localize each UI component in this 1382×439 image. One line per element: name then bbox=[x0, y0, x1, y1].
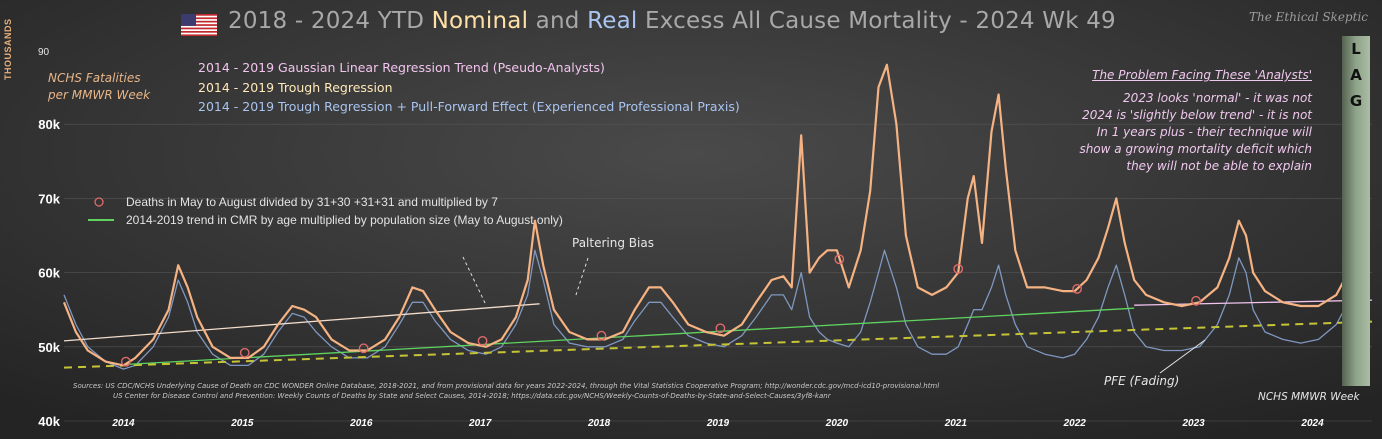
data-marker bbox=[239, 347, 250, 358]
x-tick-label: 2018 bbox=[587, 418, 611, 429]
problem-line: they will not be able to explain bbox=[1126, 159, 1312, 173]
series-line bbox=[63, 303, 540, 342]
legend-item-pull-forward: 2014 - 2019 Trough Regression + Pull-For… bbox=[198, 99, 740, 114]
problem-line: show a growing mortality deficit which bbox=[1079, 142, 1312, 156]
legend-marker-circle bbox=[94, 197, 104, 207]
source-line-2: US Center for Disease Control and Preven… bbox=[113, 392, 831, 400]
sources-footnote: Sources: US CDC/NCHS Underlying Cause of… bbox=[73, 381, 1223, 401]
y-tick-labels: 40k 50k 60k 70k 80k 90 bbox=[38, 47, 61, 429]
y-axis-series-label: NCHS Fatalities per MMWR Week bbox=[48, 70, 150, 104]
data-marker bbox=[120, 356, 131, 367]
brand-watermark: The Ethical Skeptic bbox=[1249, 10, 1368, 24]
legend-item-trough: 2014 - 2019 Trough Regression bbox=[198, 80, 393, 95]
data-marker bbox=[953, 263, 964, 274]
x-tick-label: 2014 bbox=[111, 418, 135, 429]
us-flag-icon bbox=[181, 14, 217, 36]
problem-box: The Problem Facing These 'Analysts' 2023… bbox=[1079, 67, 1312, 175]
title-part1: 2018 - 2024 YTD bbox=[228, 8, 432, 34]
paltering-bias-annotation: Paltering Bias bbox=[572, 236, 654, 250]
series-line bbox=[63, 249, 1370, 370]
x-tick-label: 2019 bbox=[706, 418, 730, 429]
y-axis-series-label-line-2: per MMWR Week bbox=[48, 88, 151, 102]
title-part2: and bbox=[528, 8, 588, 34]
x-tick-labels: 2014 2015 2016 2017 2018 2019 2020 2021 2022 2023… bbox=[111, 418, 1324, 429]
pfe-annotation: PFE (Fading) bbox=[1104, 374, 1180, 388]
gridlines bbox=[64, 123, 1372, 422]
y-top-label: 90 bbox=[38, 47, 50, 58]
x-tick-label: 2023 bbox=[1182, 418, 1206, 429]
lag-bar bbox=[1342, 36, 1370, 386]
problem-heading: The Problem Facing These 'Analysts' bbox=[1092, 68, 1312, 82]
data-marker bbox=[834, 254, 845, 265]
problem-line: In 1 years plus - their technique will bbox=[1096, 125, 1312, 139]
series-line bbox=[62, 63, 1370, 367]
source-line-1: Sources: US CDC/NCHS Underlying Cause of… bbox=[73, 382, 940, 390]
y-tick-label: 60k bbox=[38, 266, 60, 281]
data-marker bbox=[358, 343, 369, 354]
title-nominal: Nominal bbox=[431, 8, 529, 34]
lag-letter-a: A bbox=[1350, 66, 1362, 84]
marker-layer bbox=[120, 254, 1201, 367]
y-axis-series-label-line-1: NCHS Fatalities bbox=[48, 71, 141, 85]
annotation-strokes bbox=[462, 256, 1206, 374]
title-real: Real bbox=[587, 8, 638, 34]
inner-legend-circles: Deaths in May to August divided by 31+30… bbox=[126, 195, 498, 209]
y-tick-label: 50k bbox=[38, 340, 60, 355]
data-marker bbox=[1191, 295, 1201, 306]
data-marker bbox=[596, 330, 607, 341]
series-layer bbox=[62, 63, 1373, 370]
lag-letter-g: G bbox=[1349, 92, 1363, 110]
problem-line: 2024 is 'slightly below trend' - it is n… bbox=[1082, 108, 1312, 122]
inner-legend-markers bbox=[88, 197, 114, 221]
data-marker bbox=[715, 323, 726, 334]
problem-line: 2023 looks 'normal' - it was not bbox=[1123, 91, 1312, 105]
pfe-pointer bbox=[1159, 339, 1206, 374]
lag-letter-l: L bbox=[1351, 40, 1361, 58]
x-tick-label: 2021 bbox=[944, 418, 968, 429]
nchs-mmwr-week-label: NCHS MMWR Week bbox=[1258, 391, 1360, 403]
x-tick-label: 2017 bbox=[468, 418, 492, 429]
y-tick-label: 80k bbox=[38, 117, 60, 132]
legend-item-gaussian: 2014 - 2019 Gaussian Linear Regression T… bbox=[198, 60, 605, 75]
x-tick-label: 2022 bbox=[1063, 418, 1087, 429]
paltering-pointer-right bbox=[574, 257, 589, 299]
x-tick-label: 2020 bbox=[825, 418, 849, 429]
page-title: 2018 - 2024 YTD Nominal and Real Excess … bbox=[228, 8, 1116, 34]
paltering-pointer-left bbox=[462, 256, 487, 306]
y-tick-label: 70k bbox=[38, 191, 60, 206]
title-part3: Excess All Cause Mortality - 2024 Wk 49 bbox=[637, 8, 1116, 34]
y-tick-label: 40k bbox=[38, 414, 60, 429]
x-tick-label: 2024 bbox=[1300, 418, 1324, 429]
x-tick-label: 2015 bbox=[230, 418, 254, 429]
series-line bbox=[123, 307, 1135, 366]
data-marker bbox=[1072, 284, 1083, 294]
inner-legend-trend: 2014-2019 trend in CMR by age multiplied… bbox=[126, 213, 563, 227]
data-marker bbox=[477, 335, 488, 346]
x-tick-label: 2016 bbox=[349, 418, 373, 429]
y-axis-unit-label: THOUSANDS bbox=[3, 18, 13, 80]
